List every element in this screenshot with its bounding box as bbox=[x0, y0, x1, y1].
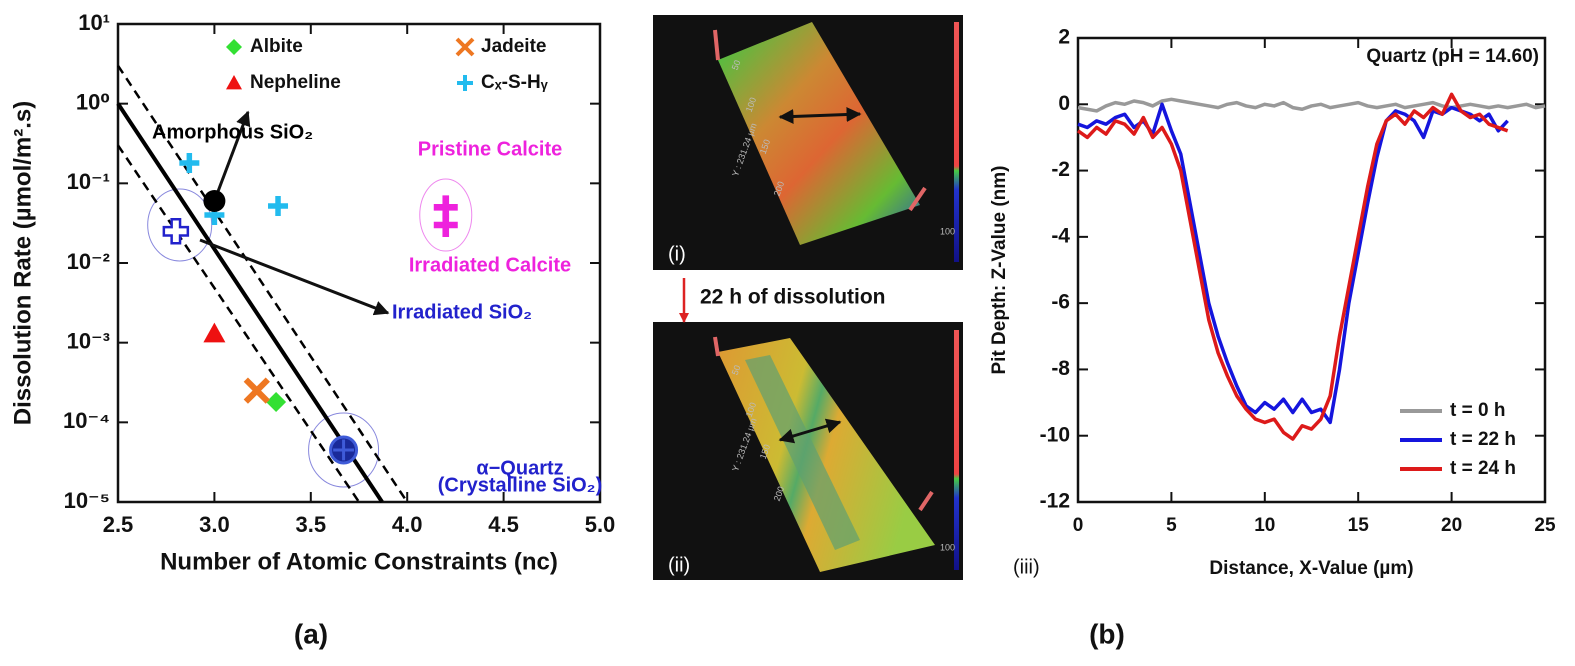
marker bbox=[203, 322, 226, 343]
marker bbox=[179, 152, 200, 173]
panel-label: (a) bbox=[294, 618, 328, 649]
legend-label: t = 22 h bbox=[1450, 429, 1516, 450]
legend-label: Nepheline bbox=[250, 72, 341, 93]
fit-line bbox=[116, 144, 361, 503]
pit-trench bbox=[745, 355, 860, 550]
y-tick-label: 2 bbox=[1058, 26, 1070, 49]
annotation-label: Irradiated Calcite bbox=[409, 254, 571, 276]
image-tick: 100 bbox=[744, 96, 759, 114]
x-tick-label: 5.0 bbox=[585, 512, 616, 537]
x-axis-label: Distance, X-Value (µm) bbox=[1209, 558, 1413, 579]
image-corner-tick: 100 bbox=[940, 542, 955, 552]
x-tick-label: 3.5 bbox=[296, 512, 327, 537]
data-line bbox=[1076, 92, 1509, 441]
legend-marker bbox=[455, 37, 475, 57]
annotation: Quartz (pH = 14.60) bbox=[1366, 46, 1539, 67]
panel-label: (b) bbox=[1089, 618, 1125, 649]
image-tick: 100 bbox=[744, 401, 759, 419]
axis-marker bbox=[908, 186, 927, 212]
image-label: (ii) bbox=[668, 554, 690, 576]
marker bbox=[203, 190, 226, 213]
annotation-arrow bbox=[212, 110, 251, 202]
legend-label: t = 24 h bbox=[1450, 458, 1516, 479]
y-tick-label: 10⁻⁵ bbox=[64, 488, 110, 513]
image-tick: 150 bbox=[758, 443, 773, 461]
double-arrow bbox=[778, 418, 842, 444]
x-tick-label: 4.0 bbox=[392, 512, 423, 537]
x-tick-label: 3.0 bbox=[199, 512, 230, 537]
data-line bbox=[1077, 102, 1509, 425]
x-tick-label: 4.5 bbox=[488, 512, 519, 537]
image-tick: 150 bbox=[758, 138, 773, 156]
x-axis-label: Number of Atomic Constraints (nc) bbox=[160, 548, 558, 575]
image-tick: 200 bbox=[772, 180, 787, 198]
legend-label: Jadeite bbox=[481, 36, 546, 57]
surface-image-ii bbox=[653, 322, 963, 580]
marker bbox=[243, 377, 270, 404]
legend-label: Albite bbox=[250, 36, 303, 57]
y-tick-label: -8 bbox=[1051, 357, 1070, 380]
legend-label: Cₓ-S-Hᵧ bbox=[481, 72, 549, 93]
x-tick-label: 25 bbox=[1534, 515, 1556, 536]
x-tick-label: 5 bbox=[1166, 515, 1177, 536]
y-tick-label: 10⁻² bbox=[67, 249, 110, 274]
surface bbox=[718, 22, 920, 245]
marker bbox=[266, 391, 287, 412]
marker bbox=[162, 218, 190, 245]
inner-panel-label: (iii) bbox=[1013, 556, 1040, 578]
y-axis-label: Dissolution Rate (µmol/m².s) bbox=[9, 101, 36, 426]
y-tick-label: 0 bbox=[1058, 92, 1070, 115]
image-tick: 50 bbox=[730, 364, 743, 377]
y-tick-label: 10⁻³ bbox=[67, 328, 110, 353]
plot-frame bbox=[1076, 36, 1547, 504]
y-tick-label: -6 bbox=[1051, 291, 1070, 314]
annotation-label: (Crystalline SiO₂) bbox=[438, 474, 602, 496]
legend-marker bbox=[226, 75, 242, 90]
transition-text: 22 h of dissolution bbox=[700, 286, 886, 309]
annotation-label: Irradiated SiO₂ bbox=[392, 301, 532, 323]
y-tick-label: 10⁻¹ bbox=[67, 169, 110, 194]
surface-image-i bbox=[653, 15, 963, 270]
image-tick: 200 bbox=[772, 485, 787, 503]
y-tick-label: -10 bbox=[1040, 423, 1070, 446]
fit-line bbox=[116, 102, 384, 504]
axis-marker bbox=[918, 490, 934, 512]
color-scale bbox=[954, 330, 959, 570]
legend-marker bbox=[457, 75, 473, 91]
marker bbox=[329, 435, 359, 465]
x-tick-label: 10 bbox=[1254, 515, 1275, 536]
y-axis-label: Pit Depth: Z-Value (nm) bbox=[989, 166, 1010, 375]
x-tick-label: 15 bbox=[1348, 515, 1370, 536]
data-line bbox=[1077, 97, 1546, 113]
marker bbox=[433, 212, 458, 237]
x-tick-label: 2.5 bbox=[103, 512, 134, 537]
x-tick-label: 0 bbox=[1073, 515, 1084, 536]
legend-label: t = 0 h bbox=[1450, 400, 1505, 421]
y-tick-label: -2 bbox=[1051, 158, 1070, 181]
axis-marker bbox=[713, 336, 720, 357]
image-label: (i) bbox=[668, 243, 686, 265]
marker bbox=[268, 195, 289, 216]
x-tick-label: 20 bbox=[1441, 515, 1462, 536]
legend-marker bbox=[226, 39, 242, 55]
annotation-label: Amorphous SiO₂ bbox=[152, 121, 313, 143]
annotation-label: α−Quartz bbox=[476, 457, 563, 479]
y-tick-label: -12 bbox=[1040, 490, 1070, 513]
highlight-ellipse bbox=[419, 178, 473, 252]
image-tick: 50 bbox=[730, 59, 743, 72]
y-tick-label: 10⁰ bbox=[76, 89, 110, 114]
annotation-label: Pristine Calcite bbox=[418, 138, 563, 160]
color-scale bbox=[954, 22, 959, 262]
annotation-arrow bbox=[199, 238, 390, 316]
double-arrow bbox=[778, 107, 862, 124]
y-tick-label: -4 bbox=[1051, 224, 1070, 247]
fit-line bbox=[116, 64, 409, 503]
y-tick-label: 10¹ bbox=[78, 10, 110, 35]
y-tick-label: 10⁻⁴ bbox=[63, 408, 110, 433]
axis-marker bbox=[713, 29, 720, 61]
image-corner-tick: 100 bbox=[940, 226, 955, 236]
highlight-ellipse bbox=[308, 412, 380, 488]
